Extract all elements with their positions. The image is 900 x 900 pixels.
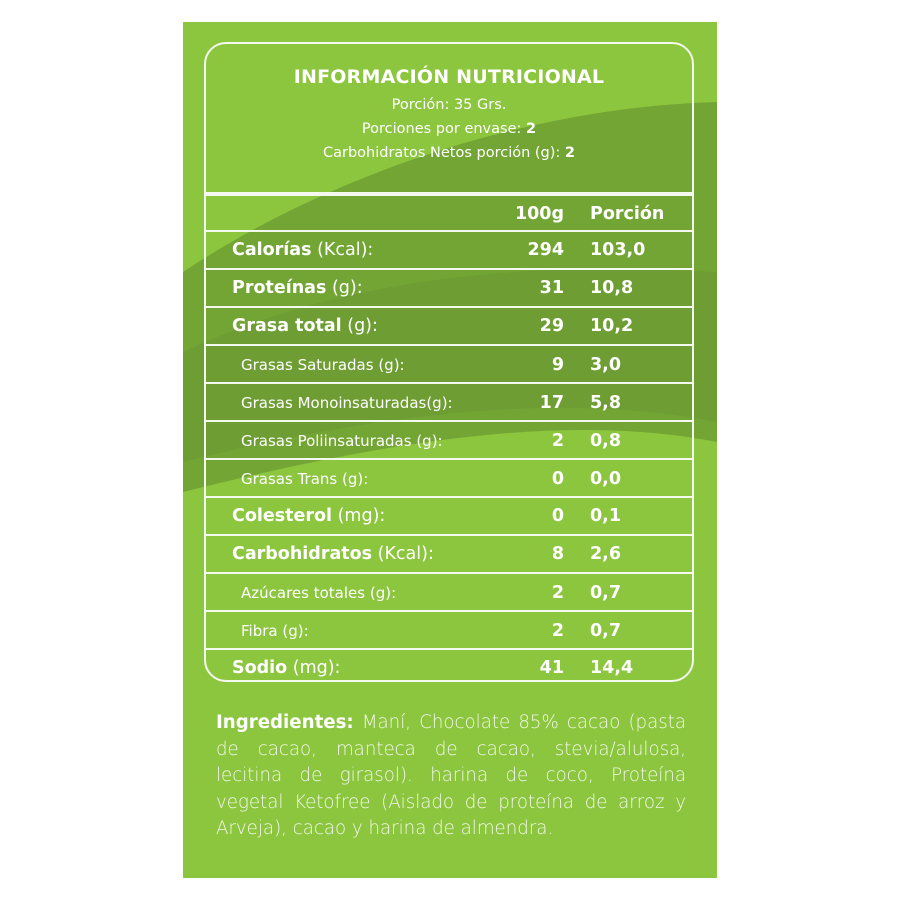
column-header-100g: 100g: [514, 204, 564, 224]
portion-size: Porción: 35 Grs.: [391, 97, 507, 113]
ingredients-text: Ingredientes: Maní, Chocolate 85% cacao …: [216, 710, 686, 843]
table-row: Azúcares totales (g): 2 0,7: [206, 572, 692, 610]
value-portion: 0,7: [590, 621, 622, 641]
nutrient-label: Colesterol (mg):: [232, 506, 385, 526]
value-portion: 103,0: [590, 240, 646, 260]
nutrient-unit: (g):: [326, 278, 363, 298]
value-100g: 41: [539, 658, 564, 678]
nutrient-unit: Grasas Monoinsaturadas(g):: [241, 394, 453, 412]
value-100g: 2: [551, 621, 564, 641]
table-row: Fibra (g): 2 0,7: [206, 610, 692, 648]
table-row: Grasas Poliinsaturadas (g): 2 0,8: [206, 420, 692, 458]
value-portion: 10,2: [590, 316, 634, 336]
portions-per-package: Porciones por envase: 2: [206, 120, 692, 138]
table-row: Colesterol (mg): 0 0,1: [206, 496, 692, 534]
nutrient-name: Carbohidratos: [232, 544, 373, 564]
table-header-row: 100g Porción: [206, 192, 692, 230]
nutrition-table-box: INFORMACIÓN NUTRICIONAL Porción: 35 Grs.…: [204, 42, 694, 682]
table-row: Calorías (Kcal): 294 103,0: [206, 230, 692, 268]
nutrient-unit: (Kcal):: [372, 544, 434, 564]
nutrient-name: Calorías: [232, 240, 312, 260]
value-100g: 0: [551, 506, 564, 526]
value-100g: 294: [527, 240, 564, 260]
portions-label: Porciones por envase:: [361, 121, 526, 137]
portions-value: 2: [526, 121, 537, 137]
value-100g: 17: [539, 393, 564, 413]
table-row: Carbohidratos (Kcal): 8 2,6: [206, 534, 692, 572]
value-portion: 5,8: [590, 393, 622, 413]
nutrient-label: Grasas Monoinsaturadas(g):: [241, 394, 453, 412]
value-portion: 3,0: [590, 355, 622, 375]
table-row: Grasas Monoinsaturadas(g): 17 5,8: [206, 382, 692, 420]
nutrient-unit: Fibra (g):: [241, 622, 309, 640]
ingredients-label: Ingredientes:: [216, 712, 354, 733]
nutrient-name: Colesterol: [232, 506, 333, 526]
nutrient-unit: (g):: [341, 316, 378, 336]
nutrition-label-panel: INFORMACIÓN NUTRICIONAL Porción: 35 Grs.…: [183, 22, 717, 878]
nutrition-title: INFORMACIÓN NUTRICIONAL: [293, 66, 605, 88]
nutrition-table: 100g Porción Calorías (Kcal): 294 103,0 P…: [206, 192, 692, 686]
nutrient-label: Sodio (mg):: [232, 658, 340, 678]
table-row: Grasas Saturadas (g): 9 3,0: [206, 344, 692, 382]
value-portion: 14,4: [590, 658, 634, 678]
background-wave: [183, 102, 717, 492]
value-100g: 0: [551, 469, 564, 489]
net-carbs-label: Carbohidratos Netos porción (g):: [322, 145, 565, 161]
value-portion: 0,0: [590, 469, 622, 489]
value-portion: 0,1: [590, 506, 622, 526]
value-100g: 2: [551, 431, 564, 451]
ingredients-list: Maní, Chocolate 85% cacao (pasta de caca…: [216, 712, 686, 839]
nutrient-unit: Azúcares totales (g):: [241, 584, 397, 602]
nutrient-unit: Grasas Poliinsaturadas (g):: [241, 432, 443, 450]
nutrient-label: Grasa total (g):: [232, 316, 378, 336]
column-header-portion: Porción: [590, 204, 665, 224]
nutrient-label: Fibra (g):: [241, 622, 309, 640]
value-100g: 29: [539, 316, 564, 336]
value-portion: 0,8: [590, 431, 622, 451]
value-portion: 0,7: [590, 583, 622, 603]
nutrient-name: Grasa total: [232, 316, 342, 336]
value-portion: 2,6: [590, 544, 622, 564]
nutrient-unit: (mg):: [287, 658, 341, 678]
table-row: Grasas Trans (g): 0 0,0: [206, 458, 692, 496]
value-100g: 8: [551, 544, 564, 564]
nutrient-unit: (Kcal):: [311, 240, 374, 260]
table-row: Sodio (mg): 41 14,4: [206, 648, 692, 686]
nutrient-unit: (mg):: [332, 506, 386, 526]
value-100g: 9: [551, 355, 564, 375]
value-portion: 10,8: [590, 278, 634, 298]
nutrient-label: Calorías (Kcal):: [232, 240, 373, 260]
nutrient-label: Proteínas (g):: [232, 278, 363, 298]
nutrient-name: Proteínas: [232, 278, 327, 298]
net-carbs-value: 2: [564, 145, 576, 161]
nutrient-label: Azúcares totales (g):: [241, 584, 396, 602]
nutrient-name: Sodio: [232, 658, 288, 678]
value-100g: 31: [539, 278, 564, 298]
nutrient-label: Grasas Poliinsaturadas (g):: [241, 432, 443, 450]
table-row: Proteínas (g): 31 10,8: [206, 268, 692, 306]
nutrient-label: Grasas Saturadas (g):: [241, 356, 405, 374]
value-100g: 2: [551, 583, 564, 603]
nutrient-unit: Grasas Trans (g):: [241, 470, 369, 488]
table-row: Grasa total (g): 29 10,2: [206, 306, 692, 344]
nutrition-header: INFORMACIÓN NUTRICIONAL Porción: 35 Grs.…: [206, 44, 692, 194]
nutrient-unit: Grasas Saturadas (g):: [241, 356, 405, 374]
net-carbs: Carbohidratos Netos porción (g): 2: [206, 144, 692, 162]
nutrient-label: Grasas Trans (g):: [241, 470, 368, 488]
nutrient-label: Carbohidratos (Kcal):: [232, 544, 434, 564]
